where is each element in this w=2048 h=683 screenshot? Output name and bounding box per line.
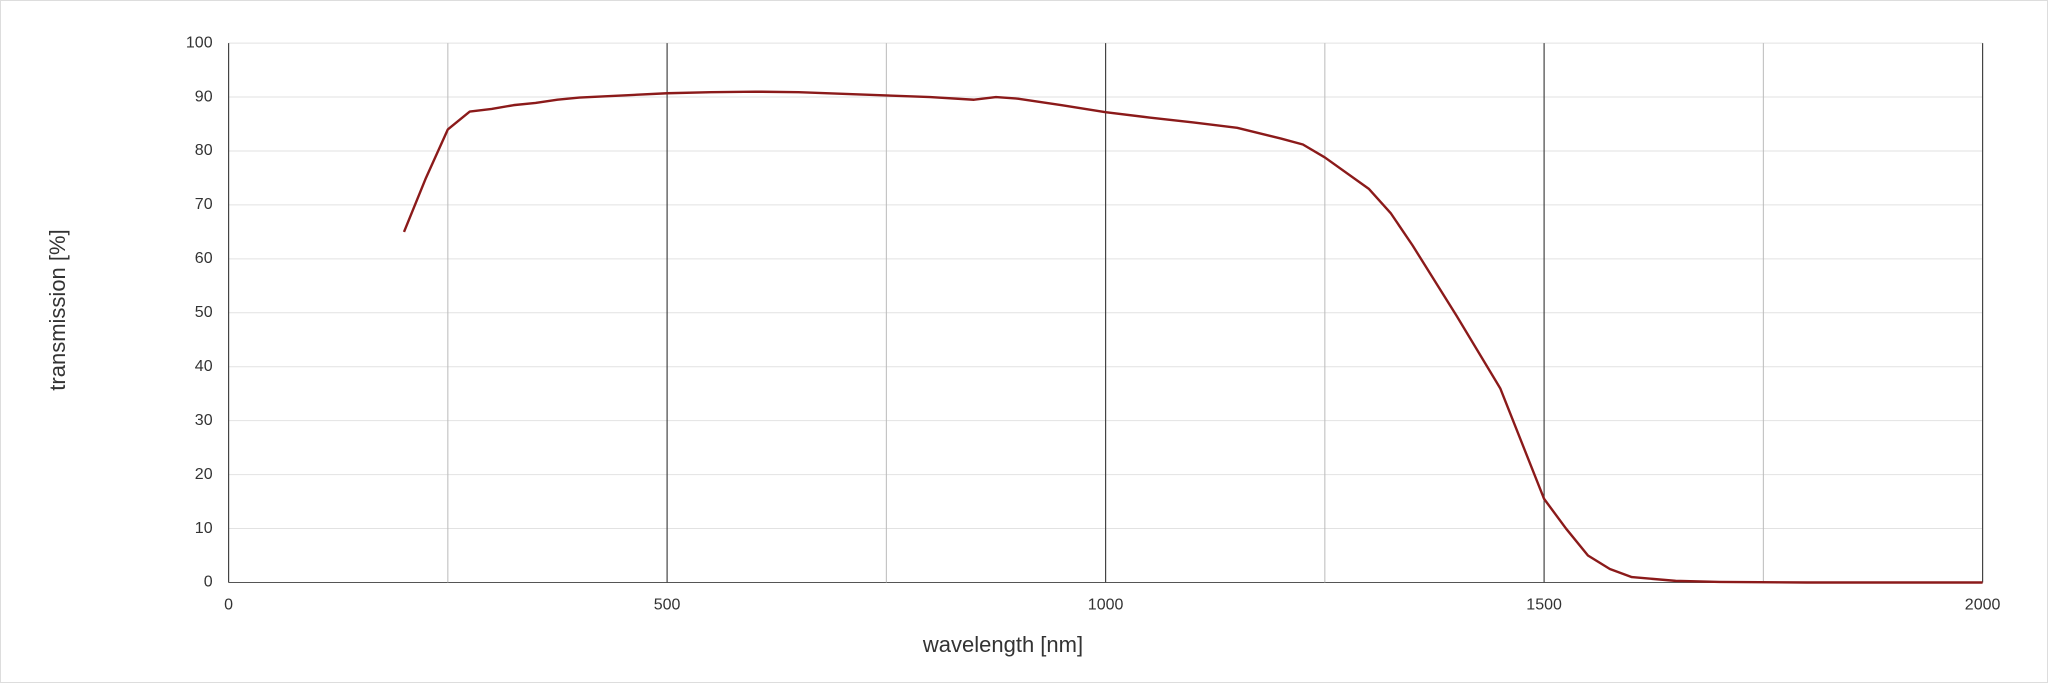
x-axis-label: wavelength [nm]: [922, 632, 1083, 657]
data-line: [402, 90, 1983, 584]
x-tick-label: 500: [654, 597, 681, 614]
x-tick-label: 2000: [1965, 597, 2001, 614]
y-tick-label: 50: [195, 304, 213, 321]
y-axis-label: transmission [%]: [45, 229, 70, 390]
y-tick-label: 90: [195, 88, 213, 105]
y-tick-label: 0: [204, 574, 213, 591]
x-tick-label: 1000: [1088, 597, 1124, 614]
y-tick-label: 70: [195, 196, 213, 213]
y-tick-label: 80: [195, 142, 213, 159]
y-tick-label: 20: [195, 466, 213, 483]
y-tick-label: 60: [195, 250, 213, 267]
y-tick-label: 10: [195, 520, 213, 537]
y-tick-label: 100: [186, 34, 213, 51]
x-tick-label: 1500: [1526, 597, 1562, 614]
y-tick-label: 30: [195, 412, 213, 429]
x-tick-label: 0: [224, 597, 233, 614]
y-tick-label: 40: [195, 358, 213, 375]
